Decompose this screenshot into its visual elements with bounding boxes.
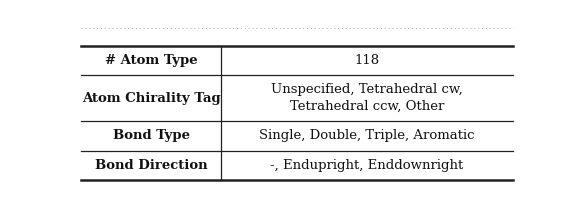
- Text: Bond Direction: Bond Direction: [95, 159, 208, 172]
- Text: Bond Type: Bond Type: [113, 129, 190, 142]
- Text: Unspecified, Tetrahedral cw,
Tetrahedral ccw, Other: Unspecified, Tetrahedral cw, Tetrahedral…: [271, 83, 463, 113]
- Text: -, Endupright, Enddownright: -, Endupright, Enddownright: [270, 159, 463, 172]
- Text: # Atom Type: # Atom Type: [105, 54, 197, 67]
- Text: Atom Chirality Tag: Atom Chirality Tag: [82, 92, 220, 105]
- Text: Single, Double, Triple, Aromatic: Single, Double, Triple, Aromatic: [259, 129, 474, 142]
- Text: 118: 118: [354, 54, 379, 67]
